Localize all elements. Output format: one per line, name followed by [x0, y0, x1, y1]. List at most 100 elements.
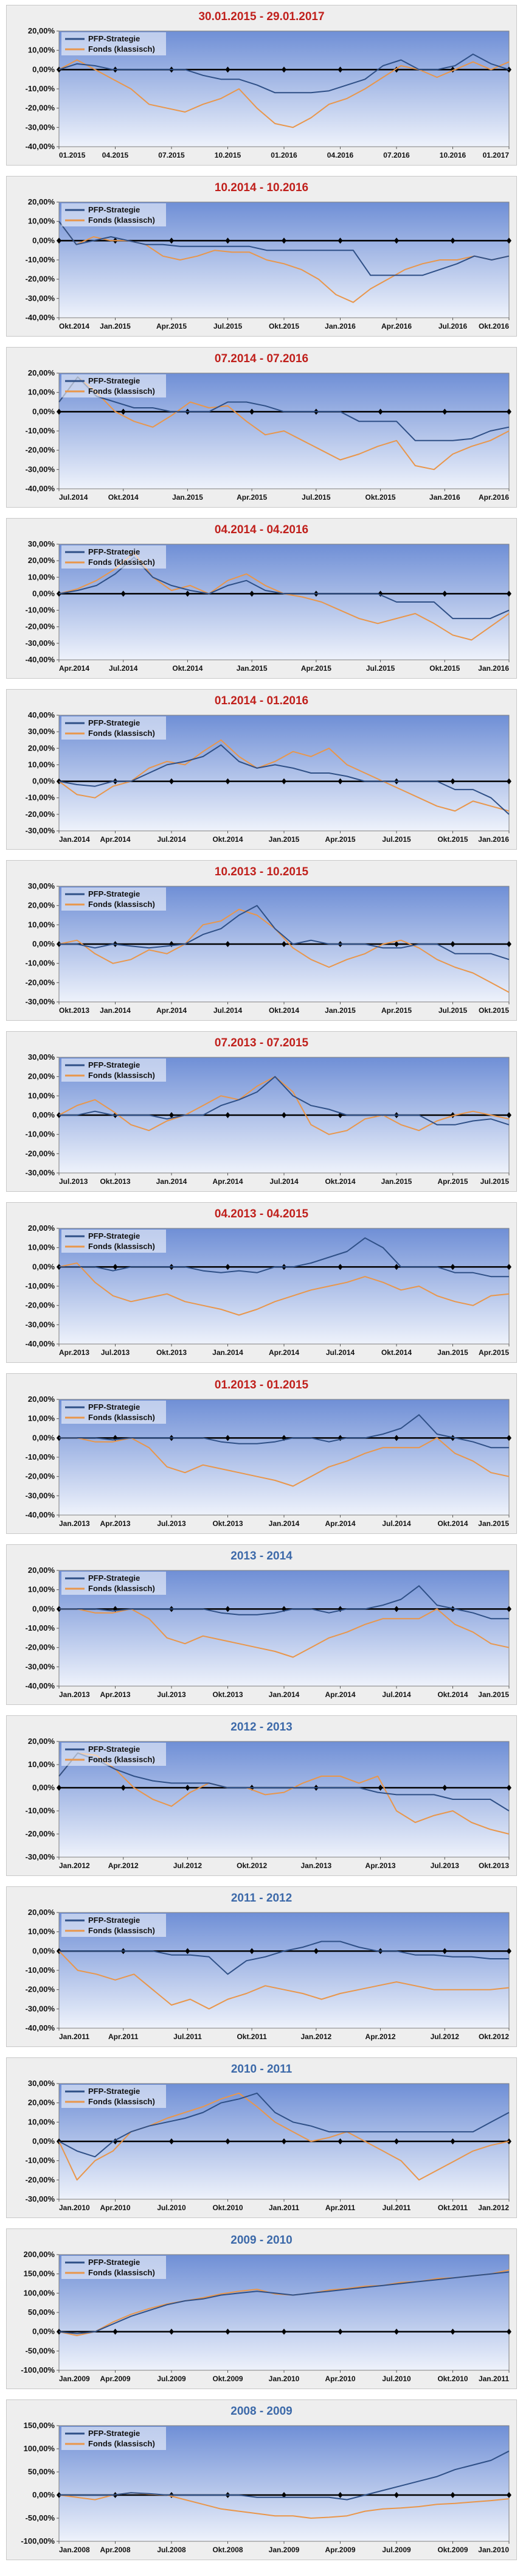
line-chart: 20,00% 10,00% 0,00% -10,00% -20,00% -30,00% Ja…	[26, 1737, 511, 1870]
zero-line-marker	[57, 237, 61, 244]
x-tick-label: Okt.2013	[479, 1861, 509, 1870]
y-tick-label: 30,00%	[28, 539, 55, 548]
x-tick-label: Okt.2014	[437, 1690, 468, 1699]
x-tick-label: Jul.2008	[157, 2546, 186, 2554]
legend-item-fonds-label: Fonds (klassisch)	[88, 215, 155, 225]
y-tick-label: 0,00%	[32, 1604, 55, 1613]
y-tick-label: -10,00%	[26, 1130, 55, 1139]
legend-background	[61, 2256, 166, 2279]
y-tick-label: 20,00%	[28, 1395, 55, 1404]
x-tick-label: Jul.2009	[157, 2375, 186, 2383]
zero-line-marker	[507, 1606, 511, 1612]
y-tick-label: -50,00%	[26, 2513, 55, 2522]
zero-line-marker	[507, 1435, 511, 1441]
y-tick-label: 0,00%	[32, 1783, 55, 1792]
x-tick-label: Okt.2016	[479, 322, 509, 331]
zero-line-marker	[507, 66, 511, 73]
x-tick-label: Apr.2015	[301, 664, 331, 673]
chart-panel: 2008 - 2009 150,00% 100,00% 50,00% 0,00% -50,…	[6, 2399, 517, 2560]
zero-line-marker	[185, 1785, 190, 1791]
line-chart: 20,00% 10,00% 0,00% -10,00% -20,00% -30,00% -4…	[26, 1908, 511, 2041]
x-tick-label: Apr.2015	[479, 1348, 509, 1357]
series-line-pfp	[58, 376, 510, 441]
zero-line-marker	[57, 2328, 61, 2335]
series-line-pfp	[58, 2092, 510, 2158]
line-chart: 30,00% 20,00% 10,00% 0,00% -10,00% -20,00% -30…	[26, 539, 511, 673]
zero-line-marker	[282, 2328, 286, 2335]
zero-line-marker	[507, 941, 511, 947]
y-tick-label: -20,00%	[26, 978, 55, 987]
legend-background	[61, 2085, 166, 2108]
zero-line-marker	[378, 590, 383, 597]
y-tick-label: 10,00%	[28, 217, 55, 226]
chart-panel: 01.2013 - 01.2015 20,00% 10,00% 0,00% -10,00…	[6, 1373, 517, 1534]
line-chart: 30,00% 20,00% 10,00% 0,00% -10,00% -20,00% -30…	[26, 1052, 511, 1186]
x-tick-label: Jul.2014	[157, 835, 186, 844]
x-tick-label: 07.2016	[383, 151, 410, 159]
x-tick-label: 10.2015	[215, 151, 241, 159]
y-tick-label: 30,00%	[28, 727, 55, 736]
series-line-pfp	[59, 1237, 509, 1278]
zero-line-marker	[338, 66, 343, 73]
y-tick-label: 10,00%	[28, 920, 55, 929]
x-tick-label: Apr.2015	[325, 835, 355, 844]
x-tick-label: Jan.2013	[59, 1519, 90, 1528]
legend-item-fonds-label: Fonds (klassisch)	[88, 2268, 155, 2277]
zero-line-marker	[282, 66, 286, 73]
series-line-fonds	[58, 1950, 510, 2010]
y-tick-label: 0,00%	[32, 65, 55, 74]
x-tick-label: Jan.2009	[59, 2375, 90, 2383]
y-tick-label: 10,00%	[28, 388, 55, 397]
zero-line-marker	[338, 2328, 343, 2335]
x-tick-label: Jul.2011	[173, 2032, 202, 2041]
series-line-pfp	[58, 54, 510, 94]
zero-line-marker	[507, 2328, 511, 2335]
y-tick-label: 10,00%	[28, 572, 55, 581]
series-line-pfp	[58, 744, 510, 815]
zero-line-marker	[450, 778, 455, 785]
y-tick-label: -10,00%	[26, 255, 55, 264]
y-tick-label: 20,00%	[28, 1737, 55, 1746]
y-tick-label: 150,00%	[24, 2421, 55, 2430]
x-tick-label: Okt.2011	[438, 2203, 468, 2212]
x-tick-label: Okt.2013	[212, 1519, 243, 1528]
x-tick-label: Jan.2016	[478, 664, 509, 673]
zero-line-marker	[507, 408, 511, 415]
y-tick-label: 20,00%	[28, 1072, 55, 1081]
y-tick-label: 10,00%	[28, 760, 55, 769]
y-tick-label: -30,00%	[26, 1852, 55, 1861]
x-tick-label: Jul.2016	[438, 322, 468, 331]
x-tick-label: Jul.2015	[366, 664, 395, 673]
zero-line-marker	[450, 2138, 455, 2144]
y-tick-label: 30,00%	[28, 1052, 55, 1062]
chart-title: 07.2013 - 07.2015	[214, 1037, 309, 1049]
y-tick-label: -30,00%	[26, 1662, 55, 1671]
y-tick-label: -30,00%	[26, 293, 55, 303]
zero-line-marker	[225, 2328, 230, 2335]
x-tick-label: Jul.2013	[59, 1177, 88, 1186]
x-tick-label: Jan.2012	[478, 2203, 509, 2212]
x-tick-label: Jul.2015	[382, 835, 411, 844]
x-tick-label: Jul.2010	[382, 2375, 411, 2383]
zero-line-marker	[507, 1785, 511, 1791]
legend-item-pfp-label: PFP-Strategie	[88, 1745, 140, 1754]
zero-line-marker	[338, 2492, 343, 2498]
y-tick-label: -10,00%	[26, 2156, 55, 2165]
y-tick-label: -30,00%	[26, 464, 55, 474]
zero-line-marker	[57, 590, 61, 597]
y-tick-label: -40,00%	[26, 1681, 55, 1690]
x-tick-label: Okt.2014	[381, 1348, 412, 1357]
zero-line-marker	[249, 408, 255, 415]
x-tick-label: Apr.2014	[212, 1177, 243, 1186]
legend-item-fonds-label: Fonds (klassisch)	[88, 900, 155, 909]
legend-background	[61, 1914, 166, 1937]
y-tick-label: -30,00%	[26, 997, 55, 1006]
zero-line-marker	[169, 778, 174, 785]
zero-line-marker	[507, 237, 511, 244]
